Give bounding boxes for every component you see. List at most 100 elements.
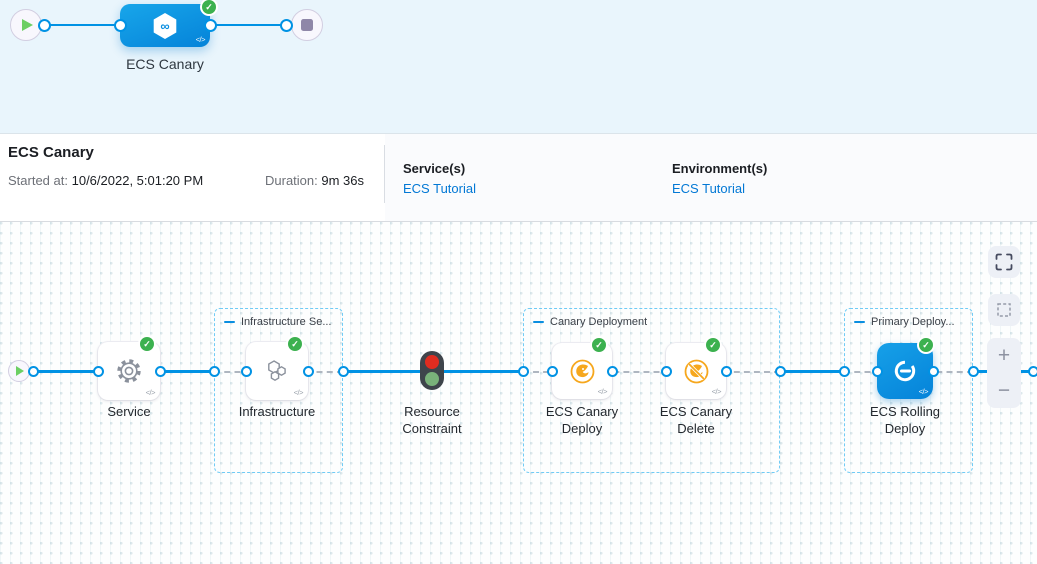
svg-text:∞: ∞ [160,18,169,33]
pipeline-hexagon-icon: ∞ [153,12,177,39]
collapse-icon[interactable] [533,320,544,324]
collapse-icon[interactable] [854,320,865,324]
connector-port [720,365,732,377]
connector-port [113,18,127,32]
connector-port [660,365,672,377]
started-at-label: Started at: [8,173,68,188]
node-label-ecs-canary-deploy: ECS Canary Deploy [545,404,619,436]
code-icon: </> [597,387,608,396]
connector-port [546,365,558,377]
check-icon: ✓ [704,336,722,354]
connector-port [37,18,51,32]
pipeline-end-node [291,9,323,41]
zoom-out-button[interactable]: − [997,378,1011,402]
connector-port [92,365,104,377]
group-label: Primary Deploy... [871,316,955,328]
check-icon: ✓ [590,336,608,354]
group-label: Infrastructure Se... [241,316,332,328]
zoom-in-button[interactable]: + [997,343,1011,367]
check-icon: ✓ [200,0,218,16]
group-box-canary-deployment: Canary Deployment [523,308,780,473]
summary-divider [384,145,385,203]
started-at: Started at: 10/6/2022, 5:01:20 PM [8,173,203,188]
node-label-resource-constraint: Resource Constraint [402,404,462,436]
node-label-service: Service [107,404,151,419]
connector-port [279,18,293,32]
services-label: Service(s) [403,161,466,176]
connector-port [203,18,217,32]
check-icon: ✓ [138,335,156,353]
code-icon: </> [918,387,929,396]
stop-icon [301,19,313,31]
stage-node-ecs-canary[interactable]: ∞ ✓ </> [120,0,218,47]
connector-port [302,365,314,377]
started-at-value: 10/6/2022, 5:01:20 PM [71,173,204,188]
stage-label: ECS Canary [126,56,204,72]
connector-port [337,365,349,377]
node-infrastructure[interactable]: ✓ </> [246,335,308,400]
connector-port [240,365,252,377]
environments-label: Environment(s) [672,161,768,176]
play-icon [16,366,24,376]
connector-port [871,365,883,377]
node-label-infrastructure: Infrastructure [238,404,316,419]
gear-icon [117,359,141,383]
node-resource-constraint[interactable] [420,351,444,390]
execution-summary-bar: ECS Canary Started at: 10/6/2022, 5:01:2… [0,134,1037,222]
connector-port [606,365,618,377]
ecs-rolling-icon [894,360,916,382]
pipeline-start-node [10,9,42,41]
play-icon [22,19,33,31]
node-label-ecs-rolling-deploy: ECS Rolling Deploy [869,404,941,436]
canary-bird-slash-icon [684,359,708,383]
group-box-infrastructure-section: Infrastructure Se... [214,308,343,473]
connector-port [27,365,39,377]
services-link[interactable]: ECS Tutorial [403,181,476,196]
code-icon: </> [195,35,206,44]
fullscreen-icon [995,253,1013,271]
traffic-light-green-icon [425,372,439,386]
duration-label: Duration: [265,173,318,188]
connector-port [1027,365,1037,377]
group-label: Canary Deployment [550,316,648,328]
node-ecs-canary-deploy[interactable]: ✓ </> [552,336,612,399]
traffic-light-red-icon [425,355,439,369]
connector-port [838,365,850,377]
hexagon-cluster-icon [268,360,286,382]
fullscreen-button[interactable] [988,246,1020,278]
node-ecs-rolling-deploy[interactable]: ✓ </> [877,336,935,399]
check-icon: ✓ [286,335,304,353]
node-label-ecs-canary-delete: ECS Canary Delete [659,404,733,436]
duration: Duration: 9m 36s [265,173,364,188]
summary-right-zone [385,134,1037,221]
connector-port [927,365,939,377]
duration-value: 9m 36s [321,173,365,188]
connector-port [967,365,979,377]
group-header: Primary Deploy... [845,309,972,328]
zoom-panel: + − [987,338,1021,408]
code-icon: </> [293,388,304,397]
group-header: Canary Deployment [524,309,779,328]
marquee-select-button[interactable] [988,294,1020,326]
marquee-select-icon [997,303,1011,317]
collapse-icon[interactable] [224,320,235,324]
node-service[interactable]: ✓ </> [98,335,160,400]
connector-port [154,365,166,377]
execution-start-node [8,360,30,382]
node-ecs-canary-delete[interactable]: ✓ </> [666,336,726,399]
connector-port [774,365,786,377]
connector-port [208,365,220,377]
execution-canvas[interactable]: Infrastructure Se... Canary Deployment P… [0,222,1037,564]
edge-line-dashed [523,370,780,373]
code-icon: </> [145,388,156,397]
connector-port [517,365,529,377]
stage-graph-banner: ∞ ✓ </> ECS Canary [0,0,1037,134]
code-icon: </> [711,387,722,396]
group-box-primary-deployment: Primary Deploy... [844,308,973,473]
environments-link[interactable]: ECS Tutorial [672,181,745,196]
check-icon: ✓ [917,336,935,354]
edge-line [780,370,844,373]
canary-bird-icon [570,359,594,383]
pipeline-title: ECS Canary [8,144,94,161]
